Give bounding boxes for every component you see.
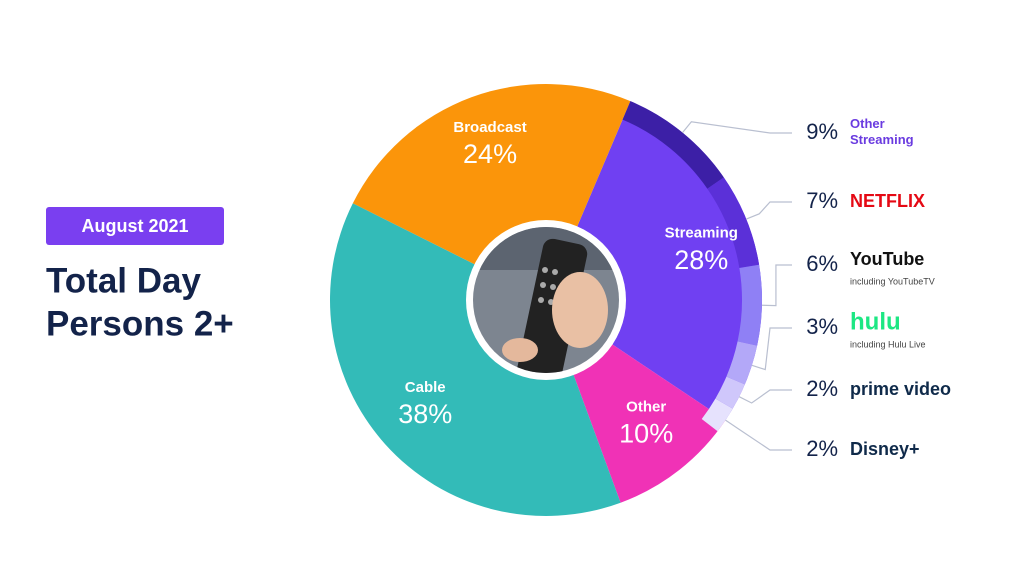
brand-label: Other Streaming: [850, 116, 914, 147]
title: Total Day: [46, 261, 201, 300]
leader-line: [761, 264, 792, 307]
brand-note: including Hulu Live: [850, 339, 926, 349]
slice-label: Cable: [405, 379, 446, 396]
brand-note: including YouTubeTV: [850, 276, 935, 286]
ring-segment: [715, 376, 745, 409]
pie-slice: [329, 203, 621, 516]
ring-value: 7%: [806, 188, 838, 213]
date-badge: [46, 207, 224, 245]
ring-segment: [707, 177, 760, 268]
ring-value: 3%: [806, 314, 838, 339]
slice-value: 28%: [674, 245, 728, 275]
brand-label: hulu: [850, 308, 901, 335]
slice-label: Broadcast: [453, 119, 526, 136]
leader-line: [751, 327, 792, 371]
slice-value: 10%: [619, 418, 673, 448]
ring-value: 9%: [806, 119, 838, 144]
ring-value: 6%: [806, 251, 838, 276]
ring-segment: [737, 264, 762, 346]
ring-segment: [622, 101, 724, 189]
ring-value: 2%: [806, 376, 838, 401]
brand-label: prime video: [850, 379, 951, 399]
ring-value: 2%: [806, 436, 838, 461]
leader-line: [725, 419, 792, 451]
brand-label: NETFLIX: [850, 191, 925, 211]
title: Persons 2+: [46, 304, 234, 343]
brand-label: YouTube: [850, 249, 924, 269]
brand-label: Disney+: [850, 439, 920, 459]
leader-line: [682, 121, 792, 134]
ring-segment: [701, 398, 733, 432]
leader-line: [738, 389, 792, 404]
leader-line: [746, 201, 792, 220]
slice-value: 38%: [398, 399, 452, 429]
subtitle: August 2021: [81, 216, 188, 236]
slice-label: Other: [626, 398, 666, 415]
slice-value: 24%: [463, 139, 517, 169]
slice-label: Streaming: [665, 225, 738, 242]
center-photo: [466, 220, 626, 380]
ring-segment: [726, 341, 758, 385]
